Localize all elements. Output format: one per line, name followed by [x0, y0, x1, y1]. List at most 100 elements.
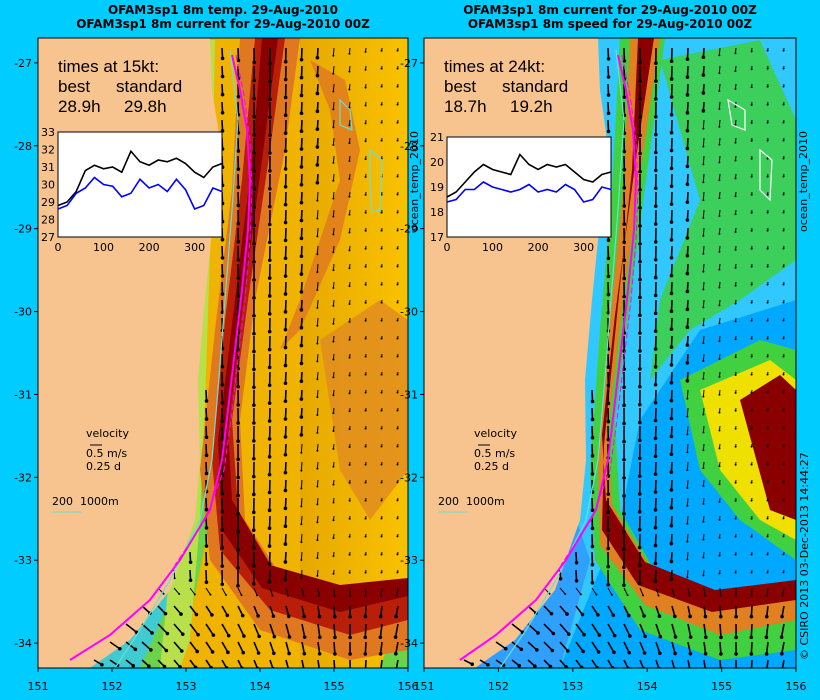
left-vector-head	[204, 435, 209, 440]
left-vector-head	[252, 114, 256, 119]
left-vector-head	[240, 613, 245, 618]
right-vector-head	[734, 266, 737, 269]
left-vector-head	[364, 104, 367, 107]
left-vector-head	[283, 59, 288, 64]
left-vector-head	[300, 469, 303, 472]
left-vector-arrow	[173, 623, 184, 635]
left-vector-arrow	[125, 641, 136, 650]
right-vector-head	[718, 72, 721, 75]
left-vector-head	[348, 571, 351, 574]
right-vector-head	[653, 168, 658, 173]
left-vector-head	[283, 417, 288, 421]
right-vector-head	[734, 338, 737, 341]
right-vector-head	[718, 536, 721, 539]
right-vector-head	[638, 187, 642, 192]
right-vector-arrow	[607, 47, 610, 59]
left-vector-head	[283, 381, 288, 386]
left-vector-head	[256, 594, 259, 597]
left-vector-head	[316, 271, 319, 274]
right-vector-head	[688, 651, 693, 656]
left-vector-head	[380, 67, 383, 70]
right-vector-head	[638, 367, 642, 371]
right-vector-head	[579, 665, 584, 668]
left-vector-arrow	[205, 425, 208, 438]
right-vector-head	[606, 401, 611, 406]
left-vector-head	[204, 453, 209, 458]
right-standard-value: 19.2h	[510, 97, 553, 116]
left-vector-head	[236, 548, 240, 552]
right-vector-head	[638, 259, 642, 264]
left-vector-head	[272, 634, 277, 639]
right-vector-arrow	[575, 587, 582, 595]
left-vector-head	[220, 256, 225, 260]
right-vector-head	[702, 163, 705, 166]
right-vector-head	[766, 301, 769, 304]
right-vector-head	[718, 340, 721, 343]
right-vector-head	[718, 500, 721, 503]
left-vector-head	[251, 528, 256, 533]
left-vector-head	[180, 632, 185, 636]
left-vector-head	[283, 488, 288, 493]
left-vector-arrow	[332, 155, 335, 163]
left-vector-head	[396, 247, 399, 250]
right-ytick-label: -29	[400, 223, 418, 236]
left-vector-head	[396, 427, 399, 430]
left-vector-head	[316, 199, 319, 202]
left-map-panel: times at 15kt: best standard 28.9h 29.8h…	[14, 37, 419, 693]
right-vector-head	[766, 409, 769, 412]
left-vector-head	[316, 556, 319, 559]
left-vector-arrow	[237, 587, 242, 596]
right-vector-head	[734, 463, 737, 466]
right-frame	[423, 37, 797, 669]
right-vector-head	[734, 409, 737, 412]
left-vector-head	[302, 594, 305, 597]
right-vector-arrow	[686, 101, 689, 113]
left-vector-head	[332, 90, 335, 93]
right-vector-head	[622, 95, 627, 99]
left-vector-head	[396, 553, 399, 556]
right-vector-head	[565, 612, 569, 616]
left-vector-head	[395, 594, 398, 597]
left-vector-arrow	[301, 587, 305, 596]
right-vector-head	[766, 319, 769, 322]
left-vector-head	[348, 635, 352, 640]
right-vector-arrow	[511, 641, 522, 650]
right-vector-head	[782, 283, 785, 286]
right-vector-head	[766, 427, 769, 430]
left-vector-head	[348, 553, 351, 556]
left-vector-head	[224, 593, 227, 596]
left-vector-head	[315, 73, 320, 78]
right-vector-head	[702, 574, 705, 577]
left-vector-head	[204, 562, 209, 566]
left-vector-head	[299, 129, 304, 133]
left-vector-arrow	[332, 65, 335, 74]
left-vector-arrow	[284, 335, 287, 348]
left-vector-head	[332, 519, 335, 522]
right-isobath-offshore	[727, 98, 773, 202]
left-vector-arrow	[316, 479, 319, 487]
right-vector-head	[782, 337, 785, 340]
right-vector-head	[582, 632, 586, 637]
left-vector-arrow	[173, 587, 180, 595]
right-vector-head	[638, 151, 642, 156]
right-vector-head	[750, 463, 753, 466]
right-vector-head	[686, 576, 689, 579]
left-vector-head	[220, 274, 225, 278]
left-vector-head	[364, 140, 367, 143]
right-vector-head	[669, 255, 674, 260]
right-vector-head	[669, 59, 674, 64]
right-vector-head	[734, 177, 737, 180]
left-vector-head	[300, 541, 303, 544]
right-vector-arrow	[718, 65, 721, 74]
right-vector-head	[764, 635, 769, 640]
left-vector-head	[364, 211, 367, 214]
left-vector-head	[364, 337, 367, 340]
left-vector-head	[332, 614, 337, 619]
right-vector-head	[766, 67, 769, 70]
left-title-line1: OFAM3sp1 8m temp. 29-Aug-2010	[107, 3, 339, 17]
left-vector-head	[380, 319, 383, 322]
right-vector-head	[718, 572, 721, 575]
right-xtick-label: 156	[786, 680, 807, 693]
left-vector-arrow	[364, 641, 367, 654]
right-vector-head	[685, 343, 690, 347]
